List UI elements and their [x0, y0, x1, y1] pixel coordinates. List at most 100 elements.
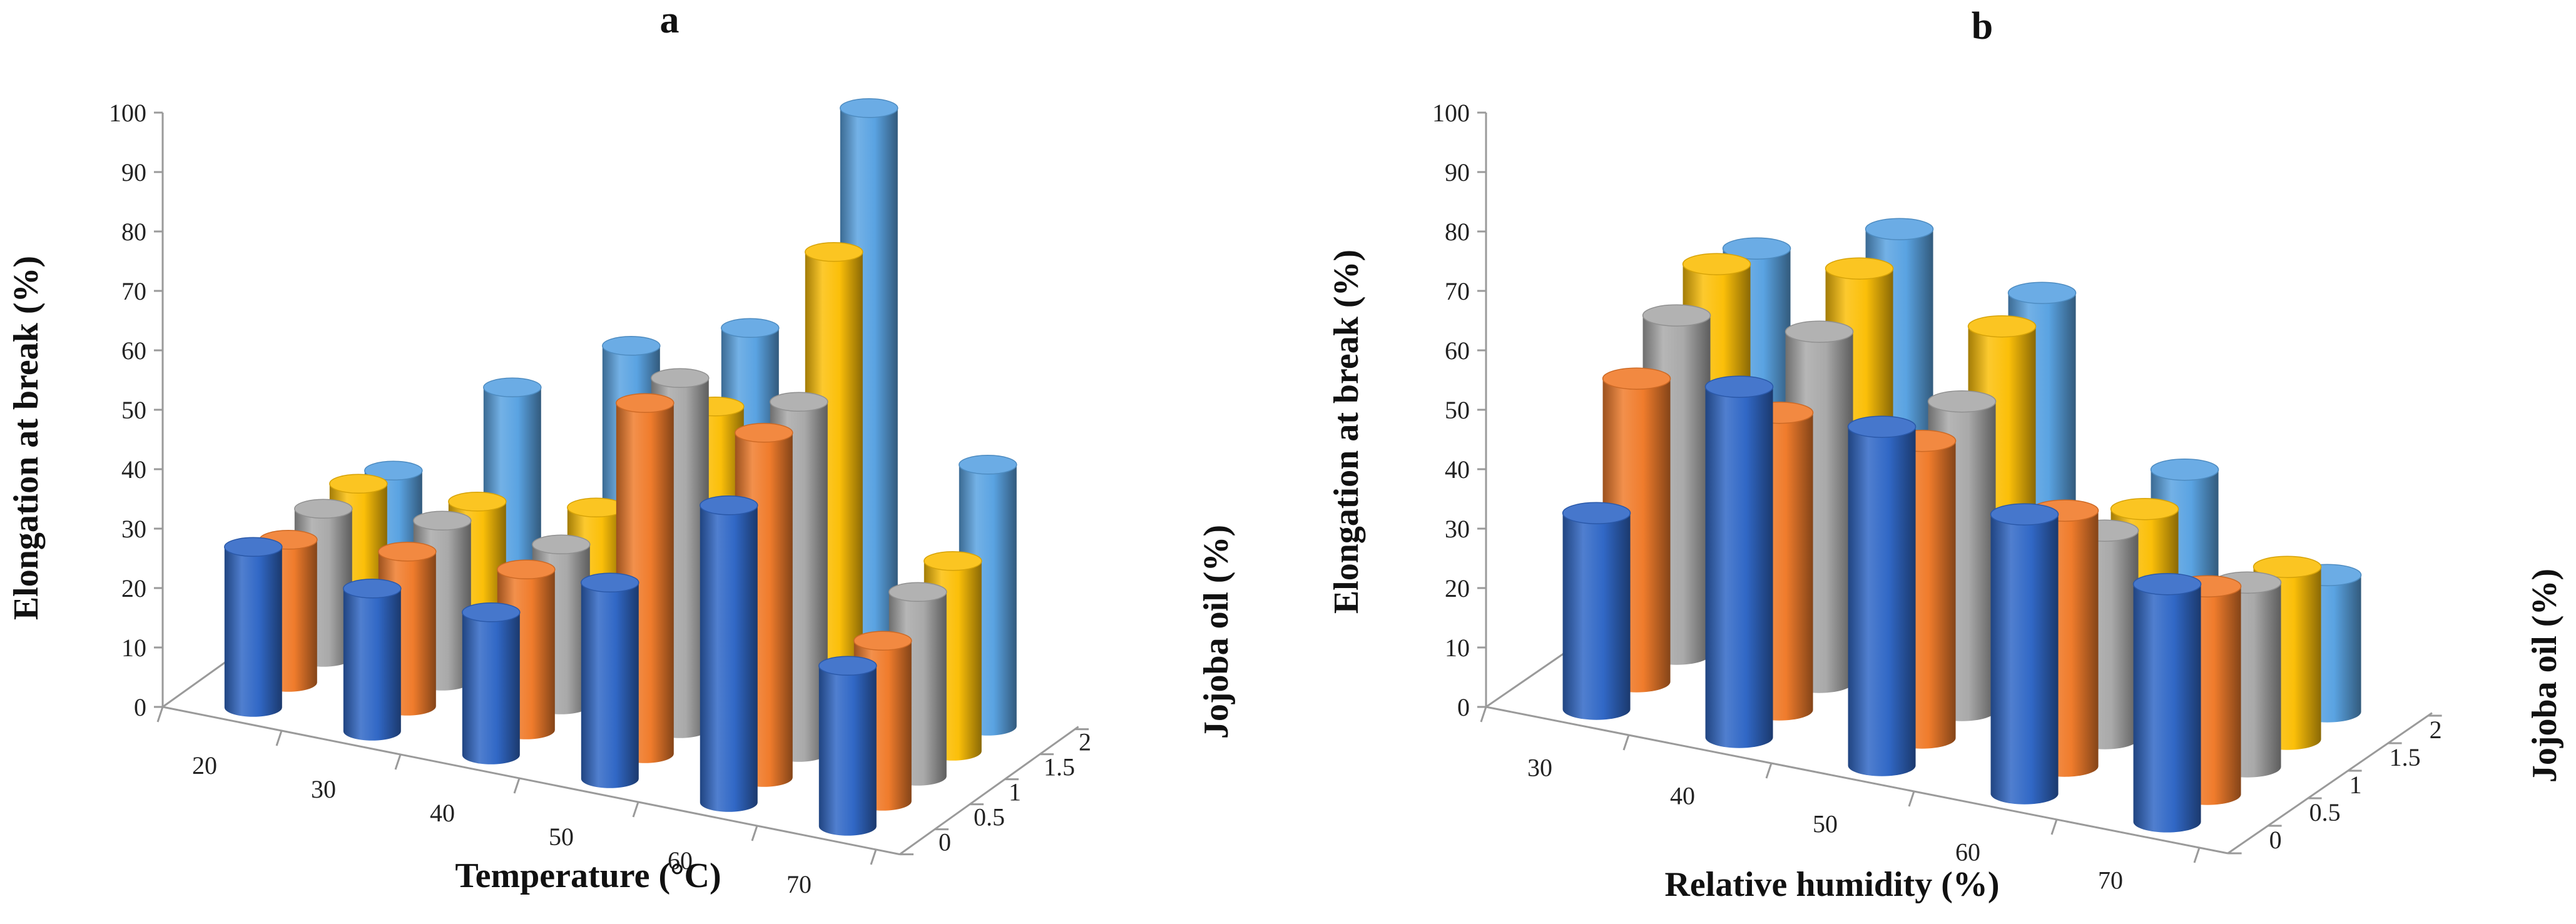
bar-cap — [1602, 367, 1671, 390]
z-axis-line — [2227, 712, 2433, 855]
panel-a-tick-labels: 0 10 20 30 40 50 60 70 80 90 100 20 30 40 50 60 70 0 0.511… — [109, 99, 1091, 898]
x-tick-mark — [2193, 847, 2201, 863]
y-tick-label: 0 — [134, 693, 146, 721]
y-tick-label: 10 — [121, 634, 146, 662]
bar-cap — [1967, 315, 2037, 338]
bar-cap — [840, 98, 899, 118]
bar-cap — [616, 393, 675, 414]
y-tick-label: 40 — [1445, 455, 1470, 484]
y-tick-label: 100 — [109, 99, 146, 127]
panel-a-x-axis-title: Temperature (°C) — [455, 856, 721, 895]
z-tick-label: 0 — [939, 828, 951, 856]
bar-cap — [448, 492, 507, 512]
bar-cap — [1927, 390, 1997, 413]
bar-cap — [721, 318, 780, 338]
bar-cap — [700, 495, 758, 515]
z-tick-label: 1 — [1009, 778, 1021, 806]
y-tick-label: 40 — [121, 455, 146, 484]
bar-0-30 — [343, 579, 402, 741]
panel-b-bars — [1562, 218, 2362, 833]
bar-body — [1562, 513, 1631, 720]
bar-0-20 — [224, 537, 283, 717]
y-tick-label: 50 — [1445, 396, 1470, 424]
y-tick-label: 0 — [1457, 693, 1470, 721]
bar-cap — [294, 499, 353, 519]
bar-cap — [1784, 320, 1854, 343]
panel-b-title: b — [1972, 5, 1993, 48]
x-tick-mark — [513, 778, 521, 794]
bar-cap — [770, 392, 828, 412]
bar-cap — [805, 242, 863, 262]
bar-0-70 — [818, 656, 877, 836]
x-tick-label: 60 — [1955, 838, 1980, 866]
x-tick-label: 20 — [192, 751, 217, 779]
bar-body — [462, 612, 520, 764]
bar-body — [1990, 514, 2059, 805]
bar-body — [818, 666, 877, 836]
bar-cap — [224, 537, 283, 557]
x-tick-label: 50 — [1813, 810, 1838, 838]
panel-a-y-axis-title: Elongation at break (%) — [7, 256, 46, 620]
y-tick-label: 90 — [1445, 158, 1470, 186]
x-tick-mark — [632, 801, 639, 818]
y-tick-label: 30 — [1445, 515, 1470, 543]
bar-cap — [735, 423, 793, 443]
bar-0-50 — [1847, 415, 1917, 776]
y-tick-label: 20 — [1445, 574, 1470, 602]
bar-body — [343, 588, 401, 741]
bar-cap — [497, 559, 556, 580]
z-tick-label: 2 — [1079, 728, 1091, 756]
bar-cap — [413, 510, 472, 531]
x-tick-label: 30 — [311, 775, 336, 803]
x-axis-line — [162, 706, 900, 856]
y-tick-label: 60 — [121, 337, 146, 365]
bar-0-40 — [1704, 375, 1774, 748]
bar-cap — [1865, 218, 1934, 240]
x-tick-label: 70 — [2098, 866, 2123, 895]
y-tick-label: 80 — [121, 218, 146, 246]
z-tick-label: 0 — [2269, 826, 2282, 854]
y-tick-label: 70 — [121, 277, 146, 305]
z-tick-label: 0.5 — [2309, 798, 2341, 826]
bar-body — [1848, 427, 1916, 776]
x-tick-label: 50 — [549, 823, 574, 851]
x-tick-label: 60 — [668, 846, 693, 875]
bar-cap — [2132, 572, 2202, 596]
x-tick-mark — [156, 706, 164, 723]
bar-cap — [364, 460, 423, 481]
bar-cap — [1682, 253, 1751, 275]
x-tick-mark — [2050, 819, 2058, 835]
bar-body — [224, 547, 282, 717]
bar-0-30 — [1562, 502, 1631, 720]
bar-cap — [602, 336, 661, 356]
x-tick-mark — [1622, 734, 1630, 751]
x-tick-label: 30 — [1527, 754, 1552, 782]
z-tick-label: 0.5 — [974, 803, 1005, 831]
bar-cap — [2253, 556, 2322, 578]
bar-cap — [1825, 257, 1894, 280]
bar-0-70 — [2132, 572, 2202, 833]
y-tick-label: 80 — [1445, 218, 1470, 246]
panel-b-tick-labels: 0 10 20 30 40 50 60 70 80 90 100 30 40 50 60 70 0 0.5 1 1.5… — [1432, 99, 2442, 895]
bar-0-40 — [462, 602, 521, 764]
y-tick-label: 100 — [1432, 99, 1470, 127]
z-tick-label: 1.5 — [1044, 753, 1075, 781]
x-tick-mark — [1908, 791, 1915, 807]
bar-cap — [532, 534, 591, 555]
y-tick-label: 10 — [1445, 634, 1470, 662]
x-tick-mark — [394, 754, 402, 770]
y-tick-label: 50 — [121, 396, 146, 424]
z-tick-label: 1 — [2349, 771, 2362, 799]
bar-cap — [343, 579, 402, 599]
bar-cap — [924, 551, 982, 571]
bar-cap — [1704, 375, 1774, 398]
bar-cap — [2110, 497, 2179, 520]
bar-cap — [462, 602, 521, 622]
bar-0-60 — [1990, 503, 2059, 805]
bar-cap — [378, 542, 437, 562]
x-tick-label: 40 — [1670, 782, 1695, 810]
chart-panel-a: a 0 10 20 30 40 50 60 70 80 90 100 20 30 40 50 60 70 0 0.5… — [7, 0, 1236, 898]
y-tick-label: 90 — [121, 158, 146, 186]
panel-b-z-axis-title: Jojoba oil (%) — [2525, 569, 2564, 783]
